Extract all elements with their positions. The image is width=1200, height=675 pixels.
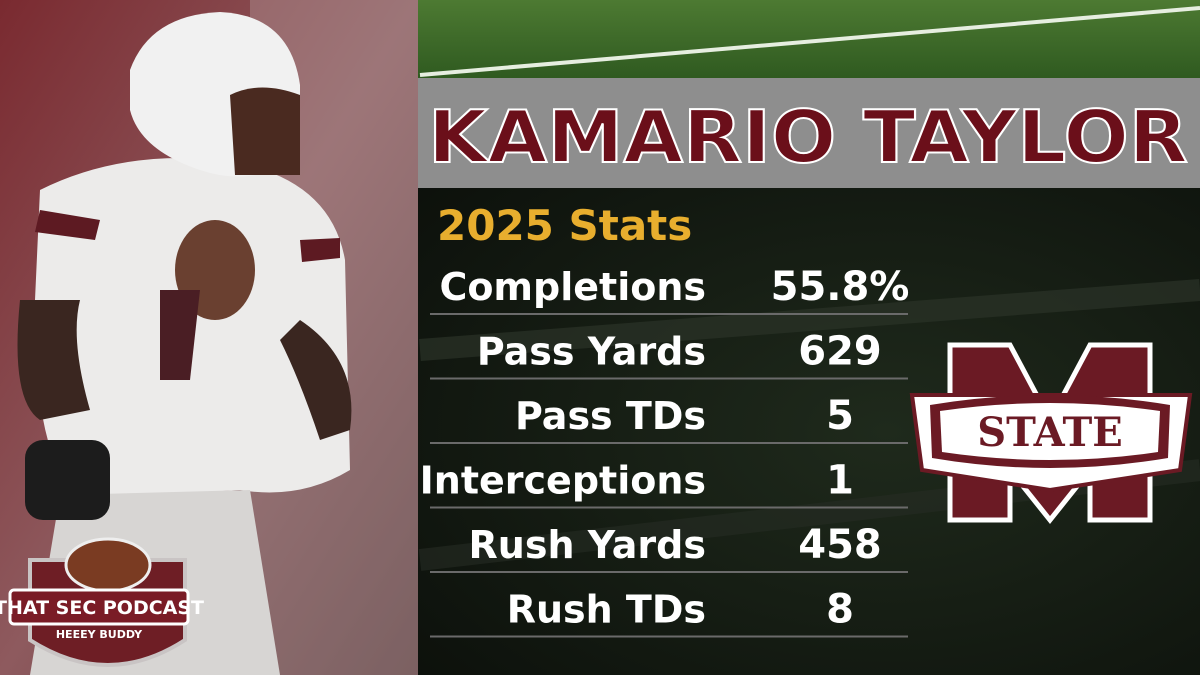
name-banner — [418, 78, 1200, 188]
stat-label: Pass Yards — [477, 330, 706, 374]
podcast-tagline: HEEEY BUDDY — [56, 628, 143, 641]
stat-label: Pass TDs — [515, 394, 706, 438]
stat-label: Interceptions — [420, 459, 706, 503]
player-name: KAMARIO TAYLOR — [428, 95, 1188, 179]
stat-value: 458 — [798, 522, 882, 568]
team-logo: STATE — [909, 342, 1193, 525]
stats-title: 2025 Stats — [437, 201, 692, 250]
stats-rows: Completions 55.8% Pass Yards 629 Pass TDs 5 In… — [420, 264, 910, 638]
podcast-logo: THAT SEC PODCAST HEEEY BUDDY — [0, 537, 204, 667]
stat-value: 8 — [826, 587, 854, 633]
stat-value: 5 — [826, 393, 854, 439]
stat-value: 629 — [798, 329, 882, 375]
player-figure — [17, 12, 352, 675]
stat-label: Rush Yards — [469, 523, 706, 567]
stat-value: 55.8% — [771, 264, 910, 310]
logo-text: STATE — [977, 409, 1123, 456]
stat-label: Completions — [439, 265, 706, 309]
yard-line — [419, 6, 1200, 77]
stat-value: 1 — [826, 458, 854, 504]
podcast-title: THAT SEC PODCAST — [0, 597, 204, 619]
field-line — [419, 279, 1200, 361]
stat-label: Rush TDs — [507, 588, 706, 632]
